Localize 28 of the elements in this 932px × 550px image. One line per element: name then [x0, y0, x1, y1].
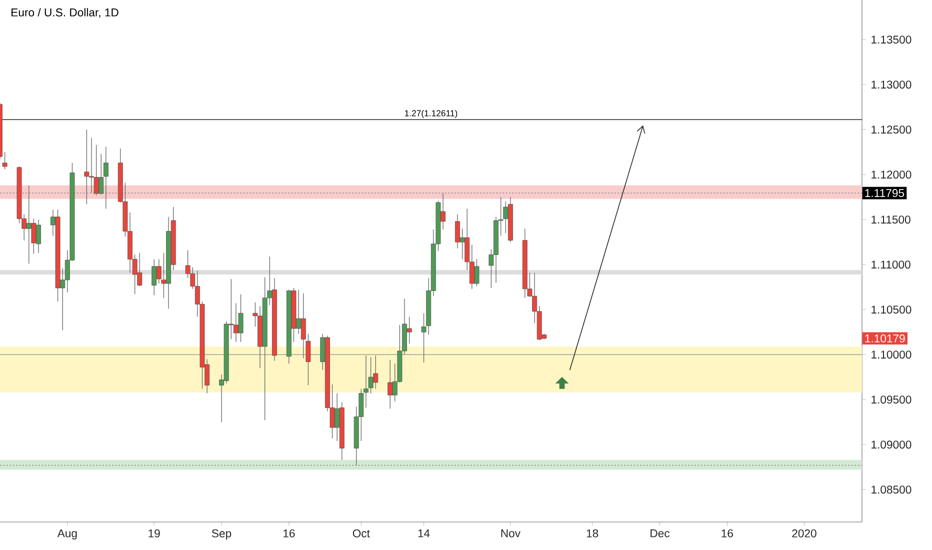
candlestick [103, 146, 108, 210]
y-tick-label: 1.11000 [872, 260, 910, 269]
x-tick-label: 19 [148, 529, 160, 538]
x-tick-label: 2020 [792, 529, 816, 538]
text: Euro / U.S. Dollar, 1D [12, 8, 118, 18]
y-tick-label: 1.12000 [872, 170, 912, 179]
y-tick-label: 1.09000 [872, 440, 912, 449]
y-tick-label: 1.13000 [872, 80, 912, 89]
y-tick-label: 1.13500 [872, 36, 912, 44]
y-tick-label: 1.10500 [872, 306, 912, 314]
x-tick-label: Dec [650, 529, 670, 538]
ref-line-label: 1.27(1.12611) [405, 110, 458, 118]
ref-line-label: 1.11795 [865, 189, 904, 198]
x-tick-label: 16 [283, 529, 295, 538]
x-tick-label: 18 [586, 529, 598, 538]
y-tick-label: 1.08500 [872, 486, 912, 494]
x-tick-label: 16 [722, 529, 733, 538]
x-tick-label: 14 [418, 529, 430, 538]
x-tick-label: Aug [57, 529, 77, 540]
text: 1.10179 [865, 334, 905, 342]
candlestick [2, 152, 8, 170]
y-tick-label: 1.12500 [872, 126, 912, 134]
x-tick-label: Sep [212, 529, 232, 540]
x-tick-label: Oct [352, 529, 370, 538]
y-tick-label: 1.09500 [872, 396, 912, 404]
y-tick-label: 1.11500 [872, 216, 910, 224]
x-tick-label: Nov [501, 529, 520, 538]
y-tick-label: 1.10000 [872, 350, 912, 359]
